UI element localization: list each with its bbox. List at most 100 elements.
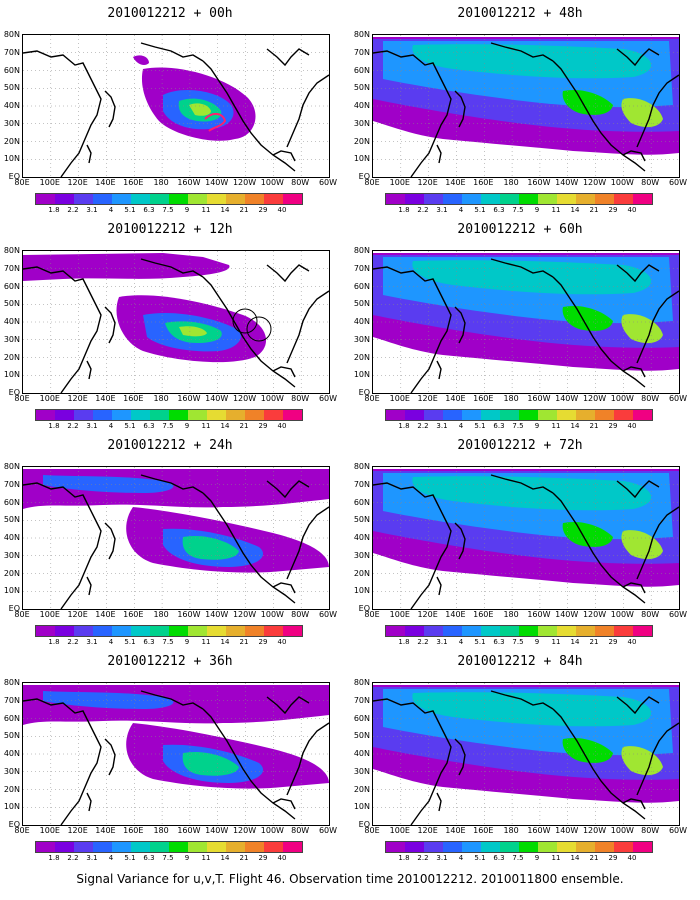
latitude-label: EQ <box>8 604 20 613</box>
colorbar-swatch <box>519 410 538 420</box>
colorbar-swatch <box>93 626 112 636</box>
colorbar-label: 21 <box>239 206 249 214</box>
latitude-label: 20N <box>3 568 20 578</box>
coastline <box>202 492 296 604</box>
colorbar-swatch <box>443 194 462 204</box>
variance-contour <box>562 89 613 115</box>
colorbar-swatch <box>595 410 614 420</box>
longitude-label: 60W <box>318 178 338 187</box>
latitude-label: 60N <box>353 497 370 507</box>
colorbar-swatch <box>614 194 633 204</box>
colorbar-label: 7.5 <box>512 422 524 430</box>
variance-contour <box>23 685 329 725</box>
colorbar-swatch <box>614 626 633 636</box>
colorbar-label: 9 <box>534 206 540 214</box>
colorbar-label: 11 <box>201 854 211 862</box>
coastline <box>454 90 466 128</box>
variance-contour <box>182 751 239 776</box>
coastline <box>636 74 679 148</box>
variance-contour <box>562 305 613 331</box>
colorbar-label: 9 <box>534 422 540 430</box>
colorbar-swatch <box>443 410 462 420</box>
variance-map <box>22 682 330 826</box>
colorbar-label: 4 <box>108 206 114 214</box>
colorbar-swatch <box>226 626 245 636</box>
colorbar-swatch <box>226 194 245 204</box>
colorbar-label: 5.1 <box>474 422 486 430</box>
colorbar-swatch <box>112 842 131 852</box>
longitude-label: 80E <box>14 826 30 835</box>
coastline <box>373 266 452 393</box>
longitude-label: 120W <box>232 178 257 187</box>
longitude-label: 60W <box>668 178 688 187</box>
colorbar-label: 6.3 <box>143 854 155 862</box>
coastline <box>202 708 296 820</box>
variance-map <box>372 466 680 610</box>
variance-contour <box>182 535 239 560</box>
latitude-label: 50N <box>353 515 370 525</box>
longitude-label: 140W <box>205 610 229 619</box>
coastline <box>286 506 329 580</box>
panel-title: 2010012212 + 72h <box>457 438 583 453</box>
colorbar-swatch <box>264 842 283 852</box>
latitude-label: 40N <box>3 533 20 542</box>
colorbar-label: 1.8 <box>398 638 410 646</box>
coastline <box>140 42 204 62</box>
longitude-label: 140E <box>445 826 466 835</box>
colorbar-swatch <box>500 842 519 852</box>
longitude-label: 80W <box>291 394 310 403</box>
latitude-label: 30N <box>353 118 370 128</box>
variance-contour <box>179 326 207 337</box>
latitude-label: 40N <box>353 317 370 326</box>
colorbar-label: 29 <box>608 638 618 646</box>
colorbar-swatch <box>150 842 169 852</box>
latitude-label: 50N <box>353 299 370 309</box>
longitude-label: 100E <box>389 826 410 835</box>
colorbar-label: 7.5 <box>512 638 524 646</box>
variance-map <box>22 466 330 610</box>
colorbar-swatch <box>245 626 264 636</box>
coastline <box>104 522 116 560</box>
colorbar-swatch <box>386 194 405 204</box>
latitude-label: 70N <box>353 695 370 705</box>
latitude-label: 80N <box>3 246 20 255</box>
longitude-label: 120W <box>582 394 607 403</box>
longitude-label: 120E <box>67 178 88 187</box>
colorbar-label: 21 <box>239 422 249 430</box>
colorbar-swatch <box>283 626 302 636</box>
longitude-label: 100W <box>260 610 284 619</box>
latitude-label: 70N <box>353 263 370 273</box>
latitude-label: 60N <box>3 497 20 507</box>
colorbar-swatch <box>207 410 226 420</box>
panel-title: 2010012212 + 84h <box>457 654 583 669</box>
colorbar-swatch <box>169 626 188 636</box>
latitude-label: 50N <box>3 515 20 525</box>
coastline <box>140 690 204 710</box>
colorbar-swatch <box>481 410 500 420</box>
coastline <box>454 738 466 776</box>
latitude-label: 60N <box>353 281 370 291</box>
colorbar-swatch <box>633 410 652 420</box>
latitude-label: 70N <box>3 695 20 705</box>
variance-contour <box>412 44 652 79</box>
colorbar-swatch <box>264 194 283 204</box>
latitude-label: 80N <box>353 678 370 687</box>
colorbar-label: 3.1 <box>86 422 98 430</box>
colorbar-swatch <box>169 410 188 420</box>
latitude-label: 30N <box>353 334 370 344</box>
colorbar-swatch <box>462 626 481 636</box>
colorbar-swatch <box>55 410 74 420</box>
coastline <box>104 306 116 344</box>
map-panel: 2010012212 + 60h 80N 70N 60N 50N 40N 30N 20N 10N… <box>350 216 690 432</box>
colorbar-swatch <box>405 194 424 204</box>
longitude-label: 180 <box>503 610 519 619</box>
longitude-label: 140W <box>555 394 579 403</box>
longitude-label: 80W <box>291 610 310 619</box>
colorbar-label: 9 <box>534 854 540 862</box>
variance-contour <box>23 469 329 509</box>
colorbar-swatch <box>519 194 538 204</box>
colorbar-swatch <box>538 626 557 636</box>
latitude-label: 80N <box>353 462 370 471</box>
coastline <box>636 290 679 364</box>
latitude-label: 80N <box>3 30 20 39</box>
